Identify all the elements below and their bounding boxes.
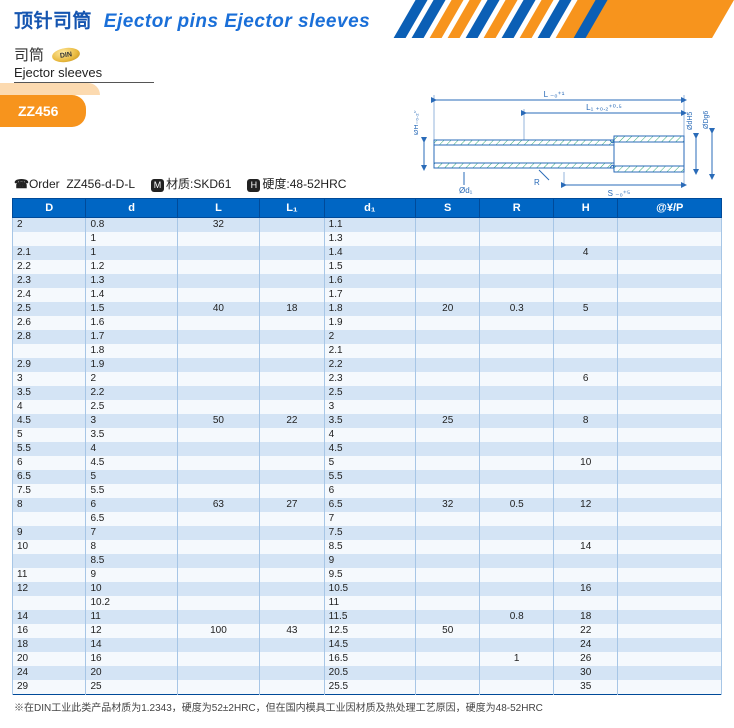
table-row: 977.5	[13, 526, 722, 540]
col-header: d	[86, 199, 177, 218]
col-header: d₁	[324, 199, 415, 218]
spec-table: DdLL₁d₁SRH@¥/P 20.8321.111.32.111.442.21…	[12, 198, 722, 695]
col-header: L	[177, 199, 259, 218]
table-row: 181414.524	[13, 638, 722, 652]
table-row: 1088.514	[13, 540, 722, 554]
table-row: 242020.530	[13, 666, 722, 680]
title-cn: 顶针司筒	[14, 11, 92, 32]
table-row: 8.59	[13, 554, 722, 568]
technical-diagram: L ₋₀⁺¹ L₁ ₊₀.₂⁺⁰·⁵ ØH₋₀.₂⁰ Ød₁ R S ₋₀⁺⁵ …	[414, 85, 724, 205]
table-row: 322.36	[13, 372, 722, 386]
table-row: 2.111.44	[13, 246, 722, 260]
table-row: 64.5510	[13, 456, 722, 470]
table-row: 6.57	[13, 512, 722, 526]
col-header: L₁	[260, 199, 325, 218]
subtitle-en: Ejector sleeves	[0, 65, 734, 80]
order-pattern: ZZ456-d-D-L	[66, 177, 135, 191]
table-row: 5.544.5	[13, 442, 722, 456]
table-row: 11.3	[13, 232, 722, 246]
table-row: 6.555.5	[13, 470, 722, 484]
subtitle-row: 司筒 DIN	[0, 38, 734, 67]
svg-text:ØH₋₀.₂⁰: ØH₋₀.₂⁰	[414, 110, 420, 135]
table-row: 53.54	[13, 428, 722, 442]
material: M材质:SKD61	[151, 175, 231, 192]
table-row: 2.61.61.9	[13, 316, 722, 330]
table-row: 292525.535	[13, 680, 722, 695]
table-row: 10.211	[13, 596, 722, 610]
table-row: 2.81.72	[13, 330, 722, 344]
table-row: 2.41.41.7	[13, 288, 722, 302]
svg-text:ØdH5: ØdH5	[687, 112, 694, 130]
subtitle-cn: 司筒	[14, 44, 44, 65]
table-row: 201616.5126	[13, 652, 722, 666]
title-stripes	[404, 0, 734, 38]
phone-icon: ☎	[14, 177, 29, 191]
table-row: 8663276.5320.512	[13, 498, 722, 512]
svg-text:S ₋₀⁺⁵: S ₋₀⁺⁵	[608, 189, 631, 198]
product-code-badge: ZZ456	[0, 95, 86, 127]
table-row: 3.52.22.5	[13, 386, 722, 400]
col-header: D	[13, 199, 86, 218]
din-badge-icon: DIN	[51, 46, 81, 64]
page-title: 顶针司筒 Ejector pins Ejector sleeves	[0, 6, 370, 33]
table-row: 16121004312.55022	[13, 624, 722, 638]
table-row: 1199.5	[13, 568, 722, 582]
table-row: 2.31.31.6	[13, 274, 722, 288]
table-body: 20.8321.111.32.111.442.21.21.52.31.31.62…	[13, 218, 722, 695]
footnote: ※在DIN工业此类产品材质为1.2343，硬度为52±2HRC，但在国内模具工业…	[0, 695, 734, 728]
h-tag-icon: H	[247, 179, 260, 192]
hardness: H硬度:48-52HRC	[247, 175, 346, 192]
order-label: ☎Order ZZ456-d-D-L	[14, 177, 135, 191]
table-row: 42.53	[13, 400, 722, 414]
table-row: 20.8321.1	[13, 218, 722, 233]
svg-text:L₁ ₊₀.₂⁺⁰·⁵: L₁ ₊₀.₂⁺⁰·⁵	[586, 103, 622, 112]
title-bar: 顶针司筒 Ejector pins Ejector sleeves	[0, 0, 734, 38]
svg-text:Ød₁: Ød₁	[459, 186, 473, 195]
title-en: Ejector pins Ejector sleeves	[104, 11, 370, 32]
m-tag-icon: M	[151, 179, 164, 192]
table-row: 7.55.56	[13, 484, 722, 498]
table-row: 141111.50.818	[13, 610, 722, 624]
table-row: 121010.516	[13, 582, 722, 596]
table-row: 1.82.1	[13, 344, 722, 358]
table-row: 4.5350223.5258	[13, 414, 722, 428]
svg-text:R: R	[534, 178, 540, 187]
table-row: 2.91.92.2	[13, 358, 722, 372]
table-row: 2.21.21.5	[13, 260, 722, 274]
svg-text:L ₋₀⁺¹: L ₋₀⁺¹	[544, 90, 565, 99]
table-row: 2.51.540181.8200.35	[13, 302, 722, 316]
svg-text:ØDg6: ØDg6	[703, 111, 710, 129]
